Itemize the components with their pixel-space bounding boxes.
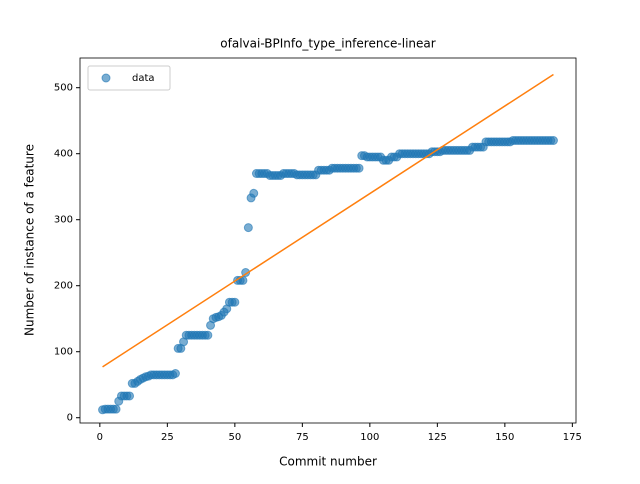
data-point [203, 330, 213, 340]
x-tick-label: 50 [228, 432, 241, 443]
x-tick-label: 25 [161, 432, 174, 443]
y-tick-label: 400 [54, 149, 73, 160]
y-tick-label: 100 [54, 347, 73, 358]
data-point [125, 391, 135, 401]
x-tick-label: 125 [428, 432, 447, 443]
x-tick-label: 0 [97, 432, 103, 443]
x-tick-label: 100 [360, 432, 379, 443]
legend-marker [101, 73, 111, 83]
data-point [548, 136, 558, 146]
legend-label: data [132, 73, 155, 84]
y-tick-label: 200 [54, 281, 73, 292]
x-tick-label: 75 [296, 432, 309, 443]
data-point [243, 223, 253, 233]
data-point [111, 404, 121, 414]
data-point [249, 188, 259, 198]
y-tick-label: 500 [54, 83, 73, 94]
y-tick-label: 300 [54, 215, 73, 226]
data-point [354, 163, 364, 173]
data-point [170, 368, 180, 378]
x-tick-label: 150 [495, 432, 514, 443]
y-axis-label: Number of instance of a feature [23, 144, 37, 336]
plot-frame [79, 57, 577, 424]
chart-title: ofalvai-BPInfo_type_inference-linear [220, 37, 435, 51]
y-tick-label: 0 [67, 413, 73, 424]
data-point [230, 297, 240, 307]
x-axis-label: Commit number [279, 455, 377, 469]
x-tick-label: 175 [563, 432, 582, 443]
fit-line [102, 73, 554, 368]
legend-box [87, 65, 171, 91]
